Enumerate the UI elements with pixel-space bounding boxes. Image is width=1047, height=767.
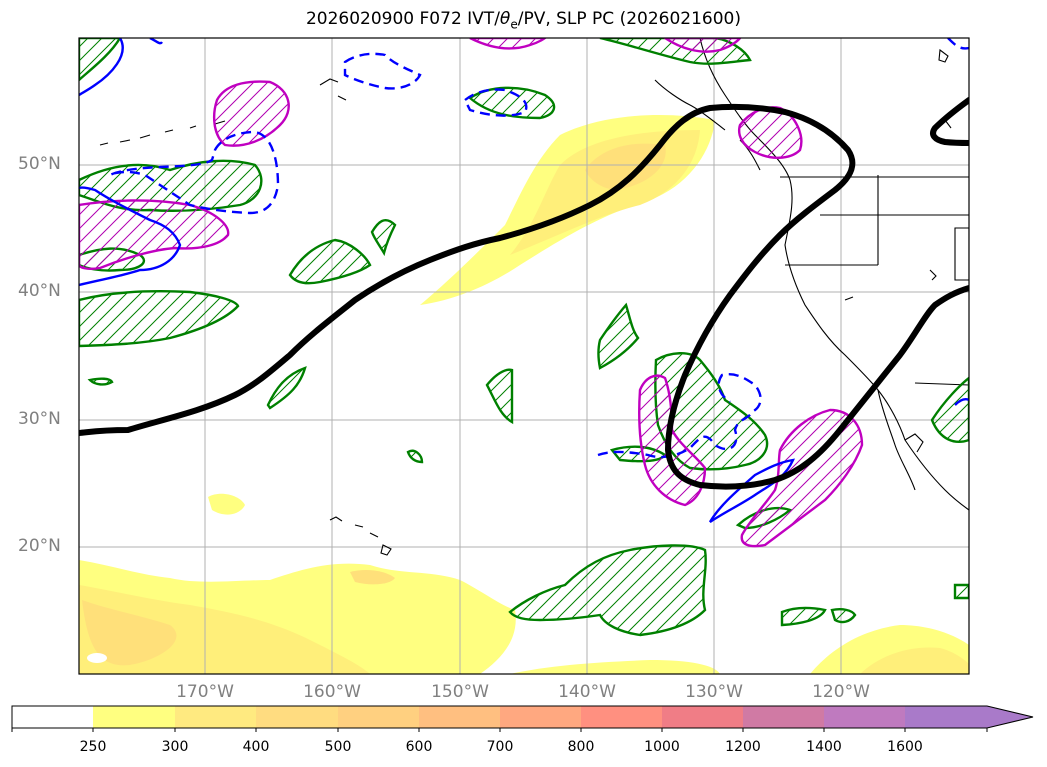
- colorbar-label: 500: [324, 739, 352, 755]
- colorbar-label: 800: [567, 739, 595, 755]
- lon-label-150w: 150°W: [431, 682, 489, 702]
- lon-label-160w: 160°W: [303, 682, 361, 702]
- colorbar: [11, 705, 1034, 732]
- lon-label-120w: 120°W: [812, 682, 870, 702]
- colorbar-label: 1000: [644, 739, 680, 755]
- lat-label-30n: 30°N: [18, 409, 61, 429]
- colorbar-label: 700: [486, 739, 514, 755]
- map-frame: [78, 37, 970, 675]
- lon-label-130w: 130°W: [685, 682, 743, 702]
- colorbar-label: 600: [405, 739, 433, 755]
- colorbar-label: 1200: [725, 739, 761, 755]
- slp-pc-contour: [79, 97, 969, 490]
- gridlines: [79, 38, 969, 674]
- lon-label-140w: 140°W: [558, 682, 616, 702]
- chart-title: 2026020900 F072 IVT/θe/PV, SLP PC (20260…: [305, 9, 742, 32]
- dashed-contours: [79, 38, 969, 523]
- theta-e-contours: [79, 38, 969, 637]
- lat-label-40n: 40°N: [18, 281, 61, 301]
- colorbar-label: 1600: [887, 739, 923, 755]
- lon-label-170w: 170°W: [176, 682, 234, 702]
- colorbar-label: 400: [242, 739, 270, 755]
- lat-label-50n: 50°N: [18, 154, 61, 174]
- colorbar-label: 300: [161, 739, 189, 755]
- colorbar-label: 1400: [806, 739, 842, 755]
- colorbar-label: 250: [79, 739, 107, 755]
- lat-label-20n: 20°N: [18, 536, 61, 556]
